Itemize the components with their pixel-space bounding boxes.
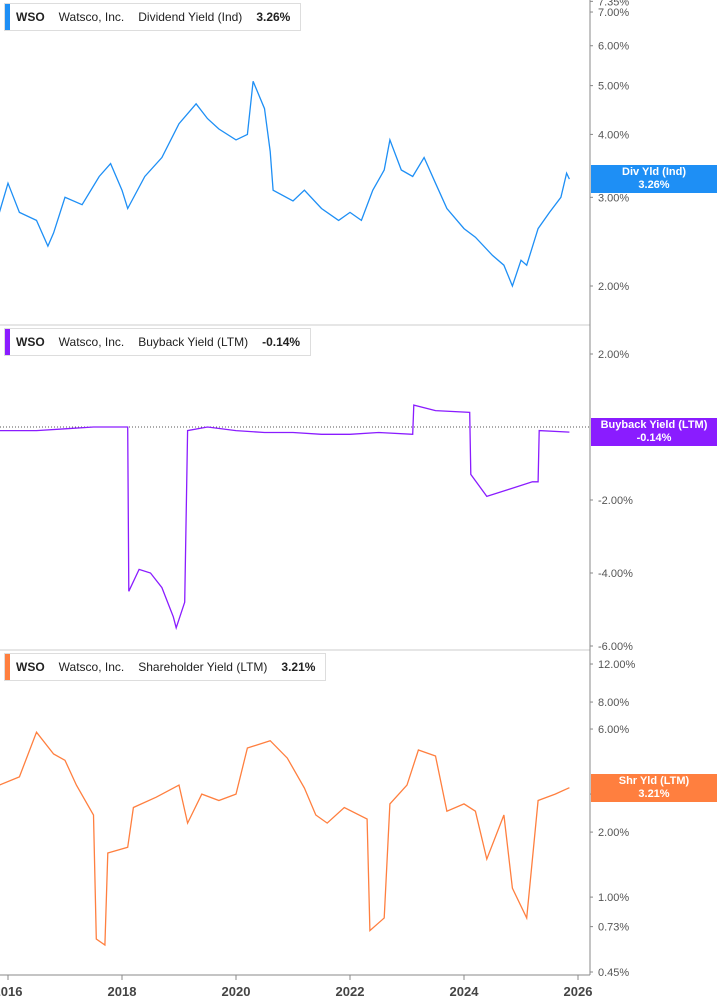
legend-color-swatch <box>5 329 10 355</box>
x-tick-label: 2018 <box>108 984 137 999</box>
x-tick-label: 2022 <box>336 984 365 999</box>
series-line <box>0 81 570 288</box>
y-tick-label: 4.00% <box>598 129 629 141</box>
series-line <box>0 730 570 947</box>
legend-color-swatch <box>5 654 10 680</box>
y-tick-label: 2.00% <box>598 281 629 293</box>
y-tick-label: 5.00% <box>598 81 629 93</box>
y-tick-label: 6.00% <box>598 724 629 736</box>
last-value-badge: Shr Yld (LTM) 3.21% <box>591 774 717 802</box>
legend-company: Watsco, Inc. <box>58 660 125 674</box>
legend-metric: Buyback Yield (LTM) <box>138 335 249 349</box>
badge-value: -0.14% <box>636 432 672 444</box>
legend-metric: Shareholder Yield (LTM) <box>138 660 268 674</box>
badge-label: Div Yld (Ind) <box>622 166 686 178</box>
badge-label: Buyback Yield (LTM) <box>600 419 708 431</box>
y-tick-label: -2.00% <box>598 495 633 507</box>
x-tick-label: 2024 <box>450 984 480 999</box>
last-value-badge: Buyback Yield (LTM) -0.14% <box>591 418 717 446</box>
series-legend: WSO Watsco, Inc. Shareholder Yield (LTM)… <box>4 653 327 681</box>
series-legend: WSO Watsco, Inc. Buyback Yield (LTM) -0.… <box>4 328 312 356</box>
x-tick-label: 2020 <box>222 984 251 999</box>
y-tick-label: 12.00% <box>598 659 636 671</box>
y-tick-label: 2.00% <box>598 827 629 839</box>
y-tick-label: 0.45% <box>598 967 629 979</box>
badge-value: 3.26% <box>638 179 670 191</box>
legend-color-swatch <box>5 4 10 30</box>
legend-ticker: WSO <box>16 10 45 24</box>
badge-value: 3.21% <box>638 788 670 800</box>
legend-value: -0.14% <box>262 335 301 349</box>
y-tick-label: 3.00% <box>598 192 629 204</box>
legend-value: 3.26% <box>256 10 291 24</box>
y-tick-label: -6.00% <box>598 641 633 653</box>
y-tick-label: 8.00% <box>598 697 629 709</box>
legend-value: 3.21% <box>281 660 316 674</box>
legend-metric: Dividend Yield (Ind) <box>138 10 243 24</box>
y-tick-label: -4.00% <box>598 568 633 580</box>
y-tick-label: 7.35% <box>598 0 629 8</box>
legend-ticker: WSO <box>16 335 45 349</box>
badge-label: Shr Yld (LTM) <box>618 775 690 787</box>
x-tick-label: 2016 <box>0 984 22 999</box>
y-tick-label: 0.73% <box>598 922 629 934</box>
legend-company: Watsco, Inc. <box>58 335 125 349</box>
y-tick-label: 6.00% <box>598 41 629 53</box>
series-line <box>0 404 570 631</box>
x-tick-label: 2026 <box>564 984 593 999</box>
series-legend: WSO Watsco, Inc. Dividend Yield (Ind) 3.… <box>4 3 302 31</box>
y-tick-label: 1.00% <box>598 892 629 904</box>
last-value-badge: Div Yld (Ind) 3.26% <box>591 165 717 193</box>
y-tick-label: 7.00% <box>598 7 629 19</box>
y-tick-label: 2.00% <box>598 349 629 361</box>
legend-company: Watsco, Inc. <box>58 10 125 24</box>
legend-ticker: WSO <box>16 660 45 674</box>
